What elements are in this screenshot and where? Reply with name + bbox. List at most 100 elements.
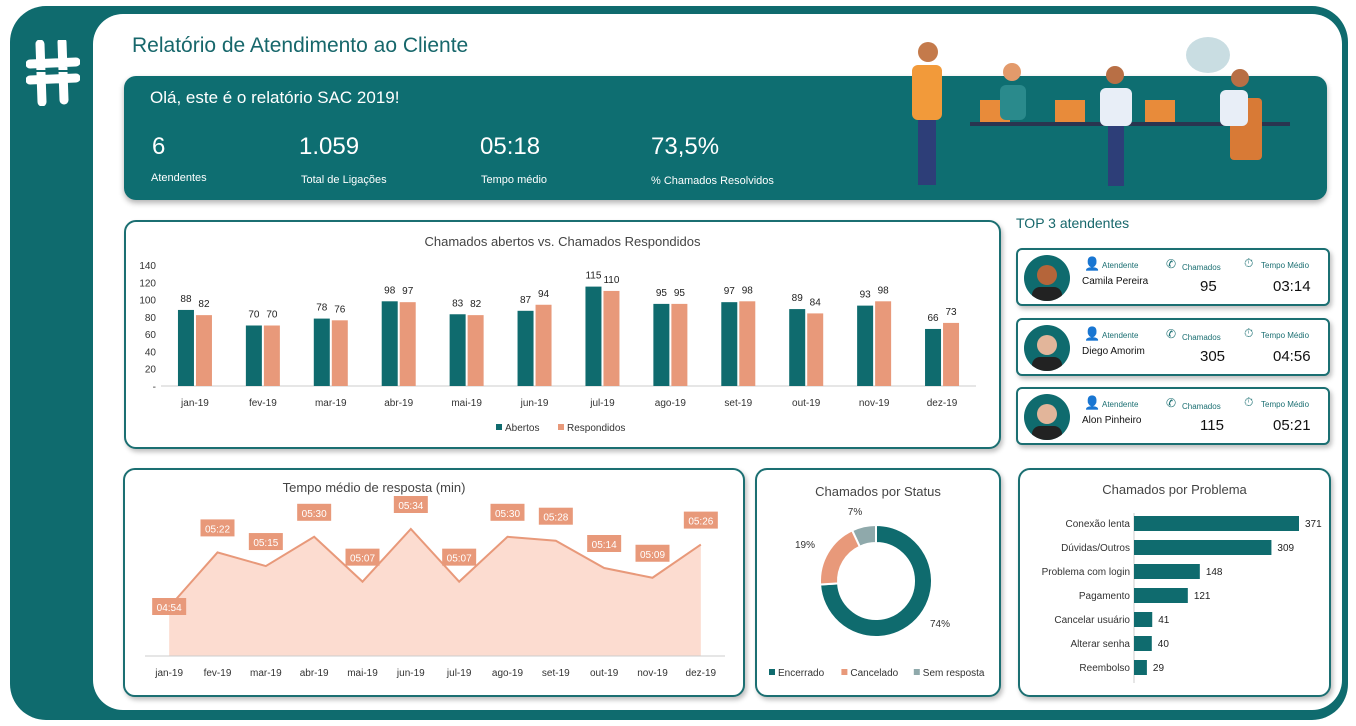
y-tick-label: 60: [145, 330, 157, 341]
data-label: 05:07: [447, 554, 472, 565]
attendant-name: Camila Pereira: [1082, 276, 1149, 287]
stopwatch-icon: ⏱: [1244, 326, 1254, 340]
avatar: [1024, 325, 1070, 371]
data-label: 41: [1158, 615, 1170, 626]
data-label: 05:09: [640, 550, 665, 561]
data-label-box: [200, 519, 235, 537]
legend-swatch: [558, 424, 564, 430]
donut-chart-plot: 74% 19% 7% Encerrado Cancelado Sem resposta: [769, 507, 985, 679]
phone-icon: ✆: [1166, 396, 1177, 410]
data-label: 148: [1206, 567, 1223, 578]
area-chart-plot: jan-19 04:54 fev-19 05:22 mar-19 05:15 abr-19 0…: [145, 496, 725, 679]
data-label: 87: [520, 295, 532, 306]
avatar: [1024, 394, 1070, 440]
data-label: 40: [1158, 639, 1170, 650]
x-tick-label: nov-19: [859, 398, 890, 409]
calls-label: Chamados: [1182, 333, 1221, 342]
bar-abertos: [721, 302, 738, 386]
legend-label: Sem resposta: [923, 668, 985, 679]
y-tick-label: 100: [139, 296, 156, 307]
legend-swatch: [496, 424, 502, 430]
data-label: 115: [585, 271, 601, 282]
kpi-label: % Chamados Resolvidos: [651, 175, 774, 187]
data-label-box: [248, 533, 283, 551]
status-chart: Chamados por Status: [755, 468, 1001, 697]
data-label: 89: [792, 293, 804, 304]
y-tick-label: 80: [145, 313, 157, 324]
time-value: 05:21: [1273, 417, 1311, 434]
data-label: 84: [810, 297, 822, 308]
chart-title: Chamados por Status: [815, 484, 941, 499]
data-label: 110: [603, 275, 619, 286]
x-tick-label: mai-19: [451, 398, 482, 409]
bar-respondidos: [943, 322, 960, 386]
hbar-chart-plot: Conexão lenta 371 Dúvidas/Outros 309 Problem…: [1042, 513, 1322, 683]
data-label: 70: [248, 310, 260, 321]
data-label: 98: [878, 285, 890, 296]
data-label: 04:54: [157, 603, 182, 614]
x-tick-label: fev-19: [204, 668, 232, 679]
attendant-name: Diego Amorim: [1082, 346, 1145, 357]
legend-swatch: [913, 669, 920, 675]
bar-abertos: [653, 303, 670, 386]
kpi-value: 05:18: [480, 133, 541, 160]
data-label: 98: [742, 285, 754, 296]
legend-label: Cancelado: [850, 668, 898, 679]
bar-abertos: [925, 328, 942, 386]
x-tick-label: dez-19: [927, 398, 958, 409]
x-tick-label: dez-19: [686, 668, 717, 679]
data-label: 95: [656, 288, 668, 299]
data-label: 66: [927, 313, 939, 324]
data-label: 05:26: [688, 517, 713, 528]
x-tick-label: fev-19: [249, 398, 277, 409]
x-tick-label: nov-19: [637, 668, 668, 679]
category-label: Pagamento: [1079, 591, 1131, 602]
stopwatch-icon: ⏱: [1244, 395, 1254, 409]
x-tick-label: abr-19: [384, 398, 413, 409]
bar: [1134, 564, 1200, 579]
time-label: Tempo Médio: [1261, 261, 1310, 270]
category-label: Reembolso: [1079, 663, 1130, 674]
kpi-label: Total de Ligações: [301, 174, 387, 186]
kpi-label: Atendentes: [151, 172, 207, 184]
time-value: 03:14: [1273, 278, 1311, 295]
calls-value: 305: [1200, 348, 1226, 365]
x-tick-label: out-19: [590, 668, 619, 679]
data-label: 97: [402, 286, 414, 297]
x-tick-label: mar-19: [250, 668, 282, 679]
attendant-label: Atendente: [1102, 261, 1139, 270]
x-tick-label: jul-19: [589, 398, 615, 409]
kpi-value: 6: [152, 133, 166, 160]
x-tick-label: out-19: [792, 398, 821, 409]
bar-respondidos: [263, 325, 280, 386]
attendant-icon: 👤: [1084, 395, 1101, 410]
data-label: 05:30: [302, 509, 327, 520]
top-attendant-card: 👤 Atendente Alon Pinheiro ✆ Chamados 115…: [1016, 387, 1330, 445]
data-label: 05:15: [253, 538, 278, 549]
data-label: 70: [266, 310, 278, 321]
stopwatch-icon: ⏱: [1244, 256, 1254, 270]
data-label-box: [683, 511, 718, 529]
page-title: Relatório de Atendimento ao Cliente: [132, 34, 469, 57]
x-tick-label: jan-19: [154, 668, 183, 679]
category-label: Problema com login: [1042, 567, 1130, 578]
data-label: 73: [945, 307, 957, 318]
calls-value: 115: [1200, 417, 1224, 434]
calls-label: Chamados: [1182, 263, 1221, 272]
x-tick-label: jun-19: [396, 668, 425, 679]
data-label: 74%: [930, 619, 950, 630]
bar: [1134, 660, 1147, 675]
data-label: 309: [1277, 543, 1294, 554]
bar-abertos: [585, 286, 602, 386]
y-tick-label: 40: [145, 347, 157, 358]
legend-swatch: [841, 669, 848, 675]
category-label: Dúvidas/Outros: [1061, 543, 1130, 554]
data-label: 83: [452, 298, 464, 309]
bar-respondidos: [603, 290, 620, 386]
attendant-icon: 👤: [1084, 326, 1101, 341]
bar-respondidos: [739, 301, 756, 386]
chart-title: Chamados por Problema: [1102, 482, 1247, 497]
time-value: 04:56: [1273, 348, 1311, 365]
x-tick-label: set-19: [542, 668, 570, 679]
data-label: 05:28: [543, 513, 568, 524]
